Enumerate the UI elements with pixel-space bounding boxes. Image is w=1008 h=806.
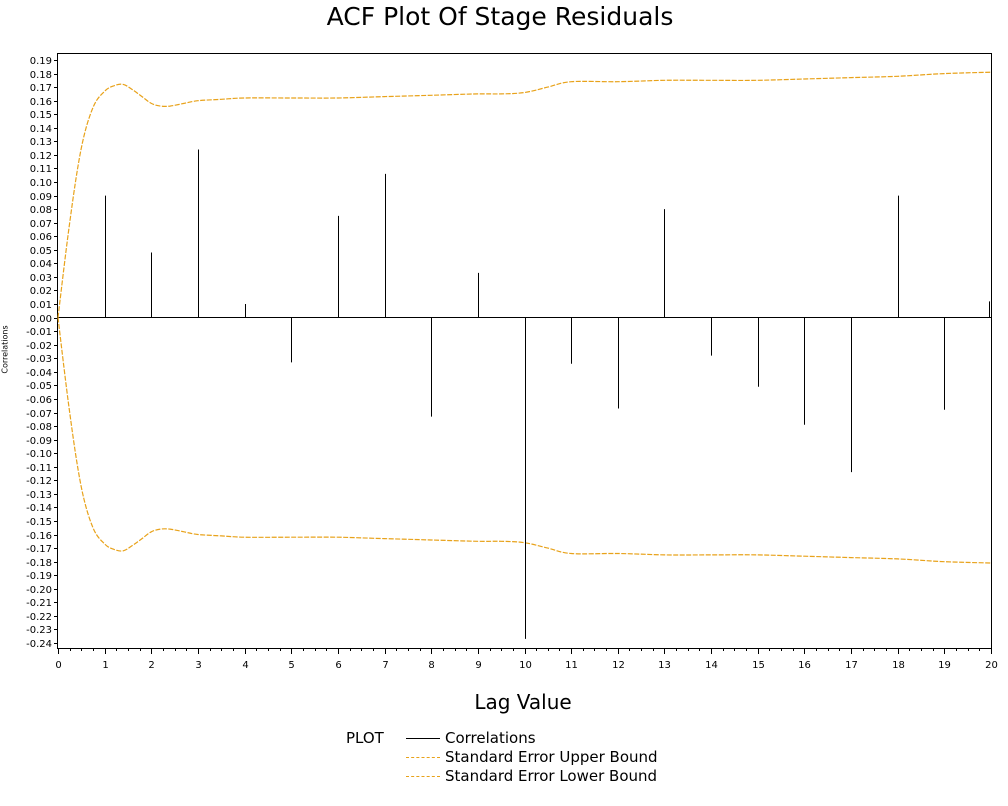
y-tick-label: 0.03 bbox=[30, 273, 52, 284]
x-tick-label: 13 bbox=[658, 660, 671, 671]
x-tick-label: 17 bbox=[845, 660, 858, 671]
y-tick-label: 0.01 bbox=[30, 300, 52, 311]
x-tick-label: 16 bbox=[798, 660, 811, 671]
acf-plot: 0.19 0.18 0.17 0.16 0.15 0.14 0.13 0.12 0.11 0.10… bbox=[26, 53, 998, 671]
x-tick-label: 20 bbox=[985, 660, 998, 671]
x-tick-label: 11 bbox=[565, 660, 578, 671]
legend-swatch-lower-bound bbox=[406, 776, 440, 777]
y-tick-label: 0.15 bbox=[30, 110, 52, 121]
x-axis: 0 1 2 3 4 5 6 7 8 9 10 11 12 13 14 15 16 17 18 19 20 bbox=[55, 648, 998, 671]
x-tick-label: 7 bbox=[382, 660, 388, 671]
y-tick-label: -0.04 bbox=[26, 368, 52, 379]
y-tick-label: -0.22 bbox=[26, 612, 52, 623]
y-tick-label: 0.16 bbox=[30, 97, 52, 108]
x-tick-label: 6 bbox=[335, 660, 341, 671]
y-tick-label: -0.10 bbox=[26, 449, 52, 460]
y-tick-label: 0.19 bbox=[30, 56, 52, 67]
x-tick-label: 8 bbox=[428, 660, 434, 671]
y-tick-label: -0.03 bbox=[26, 354, 52, 365]
y-tick-label: 0.06 bbox=[30, 232, 52, 243]
legend-swatch-upper-bound bbox=[406, 757, 440, 758]
lower-bound-line bbox=[57, 317, 992, 564]
y-tick-label: 0.10 bbox=[30, 178, 52, 189]
x-tick-label: 18 bbox=[892, 660, 905, 671]
y-tick-label: 0.11 bbox=[30, 164, 52, 175]
x-tick-label: 19 bbox=[938, 660, 951, 671]
x-tick-label: 15 bbox=[752, 660, 765, 671]
y-axis-label: Correlations bbox=[0, 325, 10, 374]
y-tick-label: -0.02 bbox=[26, 341, 52, 352]
x-tick-label: 10 bbox=[519, 660, 532, 671]
x-tick-label: 2 bbox=[148, 660, 154, 671]
y-tick-label: 0.17 bbox=[30, 83, 52, 94]
legend-label-upper-bound: Standard Error Upper Bound bbox=[445, 748, 658, 766]
y-tick-label: -0.16 bbox=[26, 531, 52, 542]
y-tick-label: 0.04 bbox=[30, 259, 52, 270]
y-tick-label: 0.09 bbox=[30, 192, 52, 203]
y-tick-label: -0.07 bbox=[26, 409, 52, 420]
y-tick-label: 0.12 bbox=[30, 151, 52, 162]
y-tick-label: -0.01 bbox=[26, 327, 52, 338]
y-tick-label: 0.07 bbox=[30, 219, 52, 230]
y-tick-label: -0.17 bbox=[26, 544, 52, 555]
x-tick-label: 3 bbox=[195, 660, 201, 671]
y-tick-label: -0.11 bbox=[26, 463, 52, 474]
y-tick-label: -0.06 bbox=[26, 395, 52, 406]
y-tick-label: 0.02 bbox=[30, 286, 52, 297]
y-tick-label: 0.05 bbox=[30, 246, 52, 257]
y-tick-label: -0.12 bbox=[26, 476, 52, 487]
upper-bound-line bbox=[57, 71, 992, 318]
y-tick-label: -0.09 bbox=[26, 436, 52, 447]
y-tick-label: -0.19 bbox=[26, 571, 52, 582]
legend-title: PLOT bbox=[346, 729, 384, 747]
y-tick-label: -0.15 bbox=[26, 517, 52, 528]
legend-label-lower-bound: Standard Error Lower Bound bbox=[445, 767, 658, 785]
x-tick-label: 0 bbox=[55, 660, 61, 671]
correlation-bars bbox=[105, 149, 990, 639]
y-tick-label: -0.21 bbox=[26, 598, 52, 609]
standard-error-bounds bbox=[57, 71, 992, 564]
x-tick-label: 9 bbox=[475, 660, 481, 671]
y-tick-label: -0.24 bbox=[26, 639, 52, 650]
y-axis: 0.19 0.18 0.17 0.16 0.15 0.14 0.13 0.12 0.11 0.10… bbox=[26, 56, 58, 650]
y-tick-label: -0.13 bbox=[26, 490, 52, 501]
y-tick-label: -0.14 bbox=[26, 503, 52, 514]
y-tick-label: 0.14 bbox=[30, 124, 52, 135]
y-tick-label: 0.13 bbox=[30, 137, 52, 148]
x-axis-label: Lag Value bbox=[474, 690, 572, 714]
y-tick-label: -0.08 bbox=[26, 422, 52, 433]
y-tick-label: 0.00 bbox=[30, 314, 52, 325]
plot-frame bbox=[57, 53, 992, 649]
x-tick-label: 12 bbox=[612, 660, 625, 671]
y-tick-label: 0.08 bbox=[30, 205, 52, 216]
y-tick-label: -0.18 bbox=[26, 558, 52, 569]
x-tick-label: 1 bbox=[102, 660, 108, 671]
y-tick-label: -0.23 bbox=[26, 625, 52, 636]
legend-label-correlations: Correlations bbox=[445, 729, 536, 747]
x-tick-label: 5 bbox=[288, 660, 294, 671]
chart-title: ACF Plot Of Stage Residuals bbox=[326, 2, 674, 31]
x-tick-label: 14 bbox=[705, 660, 718, 671]
y-tick-label: 0.18 bbox=[30, 70, 52, 81]
x-tick-label: 4 bbox=[242, 660, 248, 671]
y-tick-label: -0.20 bbox=[26, 585, 52, 596]
y-tick-label: -0.05 bbox=[26, 381, 52, 392]
legend-swatch-correlations bbox=[406, 738, 440, 739]
